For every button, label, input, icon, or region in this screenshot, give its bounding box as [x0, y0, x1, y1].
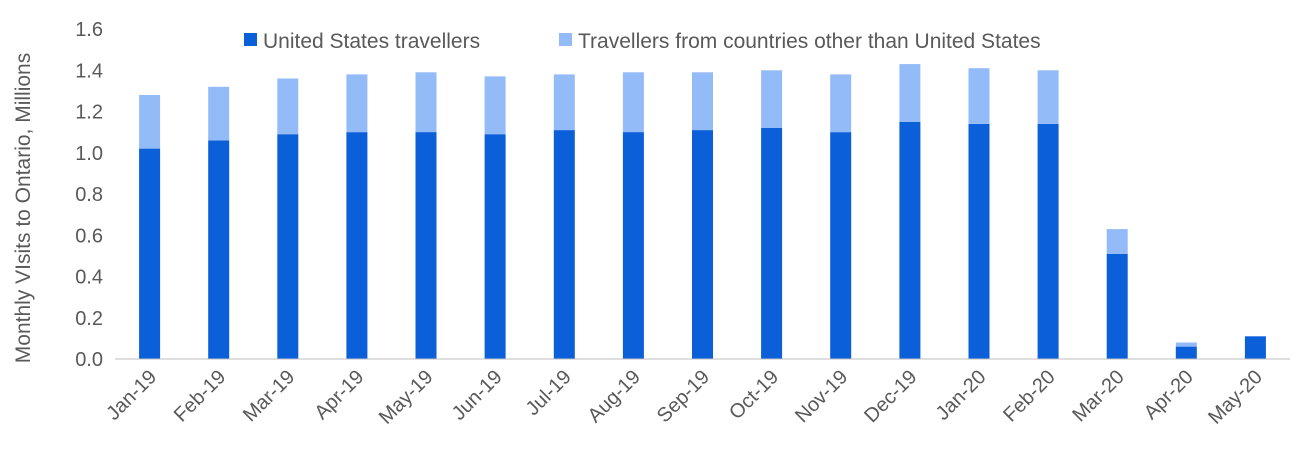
y-axis-ticks: 0.0 0.2 0.4 0.6 0.8 1.0 1.2 1.4 1.6 [75, 19, 103, 371]
legend-swatch-other [559, 33, 572, 46]
bar-us-travellers [899, 121, 921, 359]
y-tick-label: 1.2 [75, 102, 103, 124]
bar-other-travellers [415, 72, 437, 133]
x-tick-label: Nov-19 [791, 366, 852, 427]
x-tick-label: May-20 [1204, 366, 1267, 429]
legend-label-us: United States travellers [263, 30, 480, 53]
bars [139, 64, 1266, 360]
bar-us-travellers [1037, 123, 1059, 360]
bar-other-travellers [692, 72, 713, 131]
bar-us-travellers [1244, 336, 1266, 359]
x-tick-label: Dec-19 [860, 366, 921, 427]
bar-other-travellers [1175, 342, 1197, 347]
y-axis-title: Monthly VIsits to Ontario, Millions [12, 53, 35, 363]
bar-other-travellers [968, 68, 990, 124]
x-tick-label: Jan-19 [102, 366, 161, 425]
x-tick-label: Apr-19 [310, 366, 368, 424]
x-tick-label: Aug-19 [584, 366, 645, 427]
x-tick-label: Mar-19 [239, 366, 299, 426]
legend-label-other: Travellers from countries other than Uni… [578, 30, 1041, 53]
bar-other-travellers [1037, 70, 1059, 124]
bar-us-travellers [139, 148, 161, 359]
bar-us-travellers [553, 130, 575, 359]
y-tick-label: 0.2 [75, 308, 103, 330]
bar-us-travellers [208, 140, 230, 359]
bar-us-travellers [1106, 253, 1128, 359]
bar-us-travellers [277, 134, 299, 359]
y-tick-label: 0.8 [75, 184, 103, 206]
legend: United States travellers Travellers from… [244, 30, 1041, 53]
bar-other-travellers [208, 86, 230, 141]
bar-us-travellers [968, 123, 990, 360]
x-axis-ticks: Jan-19 Feb-19 Mar-19 Apr-19 May-19 Jun-19 Jul-… [102, 366, 1267, 429]
bar-us-travellers [761, 128, 783, 359]
bar-us-travellers [1175, 346, 1197, 359]
x-tick-label: Feb-19 [170, 366, 230, 426]
bar-other-travellers [346, 74, 368, 133]
bar-other-travellers [761, 70, 783, 128]
x-tick-label: Apr-20 [1140, 366, 1198, 424]
bar-other-travellers [139, 95, 161, 149]
bar-other-travellers [830, 74, 852, 133]
bar-us-travellers [622, 132, 644, 359]
bar-other-travellers [277, 78, 299, 135]
legend-swatch-us [244, 33, 257, 46]
x-tick-label: Feb-20 [999, 366, 1059, 426]
y-tick-label: 0.6 [75, 225, 103, 247]
bar-us-travellers [830, 132, 852, 359]
x-tick-label: Oct-19 [725, 366, 783, 424]
bar-other-travellers [622, 72, 644, 133]
x-tick-label: Jan-20 [932, 366, 991, 425]
x-tick-label: Jun-19 [448, 366, 507, 425]
bar-us-travellers [346, 132, 368, 359]
bar-other-travellers [899, 64, 921, 122]
x-tick-label: May-19 [375, 366, 438, 429]
bar-other-travellers [1106, 229, 1128, 254]
y-tick-label: 1.4 [75, 60, 103, 82]
x-tick-label: Sep-19 [653, 366, 714, 427]
x-tick-label: Jul-19 [522, 366, 576, 420]
bar-us-travellers [415, 132, 437, 359]
y-tick-label: 1.0 [75, 143, 103, 165]
y-tick-label: 0.4 [75, 267, 103, 289]
bar-us-travellers [484, 134, 506, 359]
y-tick-label: 0.0 [75, 349, 103, 371]
bar-other-travellers [553, 74, 575, 131]
bar-other-travellers [484, 76, 506, 135]
x-tick-label: Mar-20 [1068, 366, 1128, 426]
y-tick-label: 1.6 [75, 19, 103, 41]
bar-us-travellers [692, 130, 713, 359]
